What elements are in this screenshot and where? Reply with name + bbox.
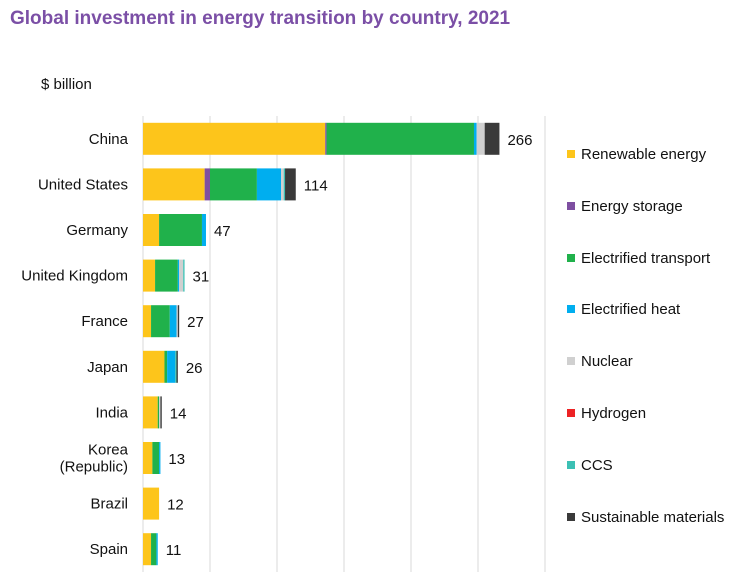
legend-item: Energy storage [567, 198, 683, 215]
category-label: Korea [88, 442, 129, 459]
bar-segment [159, 214, 202, 246]
bar-segment [176, 305, 178, 338]
bar-segment [169, 305, 177, 338]
legend-label: Renewable energy [581, 146, 707, 163]
bar-segment [160, 396, 162, 429]
category-label: Japan [87, 359, 128, 376]
bar-segment [283, 168, 286, 201]
bar-segment [473, 122, 477, 155]
bar-segment [179, 259, 184, 292]
bar-segment [151, 533, 157, 566]
bar-segment [143, 442, 153, 474]
bar-segment [143, 122, 326, 155]
category-label: Spain [90, 541, 128, 558]
bar-segment [177, 305, 180, 338]
legend-label: Nuclear [581, 353, 633, 371]
bar-segment [157, 396, 160, 429]
bar-segment [281, 168, 284, 201]
category-label: Germany [66, 222, 128, 239]
category-label: Brazil [90, 496, 128, 513]
legend-item: Hydrogen [567, 405, 646, 422]
total-label: 266 [507, 132, 532, 149]
legend-swatch [567, 305, 575, 314]
total-label: 13 [168, 451, 185, 468]
legend-item: Sustainable materials [567, 509, 724, 526]
category-label: China [89, 131, 129, 148]
bar-segment [285, 168, 296, 201]
bar-segment [210, 168, 257, 201]
bar-segment [164, 350, 168, 383]
bar-segment [177, 259, 180, 292]
legend-label: CCS [581, 456, 613, 474]
bar-segment [183, 259, 185, 292]
bar-segment [152, 442, 160, 474]
bar-segment [159, 396, 161, 429]
total-label: 11 [166, 542, 182, 559]
bar-segment [325, 122, 327, 155]
bar-segment [176, 350, 178, 383]
bar-segment [476, 122, 485, 155]
total-label: 47 [214, 223, 231, 240]
legend-item: Electrified heat [567, 301, 680, 318]
legend-swatch [567, 409, 575, 417]
bar-segment [143, 350, 165, 383]
legend-label: Electrified transport [581, 249, 711, 267]
legend-item: Renewable energy [567, 146, 706, 163]
legend-swatch [567, 201, 575, 210]
bar-segment [484, 122, 500, 155]
total-label: 114 [304, 177, 328, 194]
bar-segment [201, 214, 206, 246]
bar-segment [143, 259, 156, 292]
bar-segment [256, 168, 282, 201]
legend-item: Electrified transport [567, 250, 710, 267]
bar-segment [167, 350, 176, 383]
bar-segment [159, 442, 161, 474]
category-label: India [95, 404, 128, 421]
bar-segment [143, 396, 158, 429]
total-label: 26 [186, 360, 203, 377]
category-label: United Kingdom [21, 268, 128, 285]
legend-label: Hydrogen [581, 405, 647, 422]
legend-label: Electrified heat [581, 301, 681, 319]
bar-segment [143, 533, 152, 566]
legend-swatch [567, 150, 575, 158]
bar-segment [143, 214, 160, 246]
category-label: France [81, 313, 128, 330]
legend-item: Nuclear [567, 353, 633, 370]
legend-swatch [567, 357, 575, 366]
bar-segment [175, 350, 177, 383]
total-label: 14 [170, 405, 187, 422]
bar-segment [151, 305, 170, 338]
legend-label: Sustainable materials [581, 508, 725, 526]
legend-label: Energy storage [581, 197, 683, 215]
bar-segment [326, 122, 474, 155]
total-label: 12 [167, 497, 184, 514]
unit-label: $ billion [41, 76, 92, 93]
bar-segment [156, 533, 158, 566]
legend-item: CCS [567, 457, 613, 474]
legend-swatch [567, 253, 575, 262]
total-label: 31 [193, 269, 210, 286]
bar-chart: China 266 United States 114 Germany 47 United … [21, 116, 546, 572]
legend-swatch [567, 460, 575, 469]
chart-title: Global investment in energy transition b… [10, 8, 511, 29]
legend-swatch [567, 512, 575, 521]
category-label: (Republic) [60, 459, 128, 476]
bar-segment [143, 487, 160, 520]
bar-segment [155, 259, 178, 292]
category-label: United States [38, 176, 128, 193]
bar-segment [143, 305, 152, 338]
bar-segment [143, 168, 205, 201]
bar-segment [204, 168, 210, 201]
total-label: 27 [187, 314, 204, 331]
